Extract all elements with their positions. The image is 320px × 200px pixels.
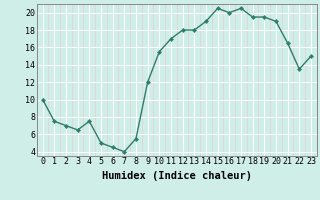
X-axis label: Humidex (Indice chaleur): Humidex (Indice chaleur)	[102, 171, 252, 181]
